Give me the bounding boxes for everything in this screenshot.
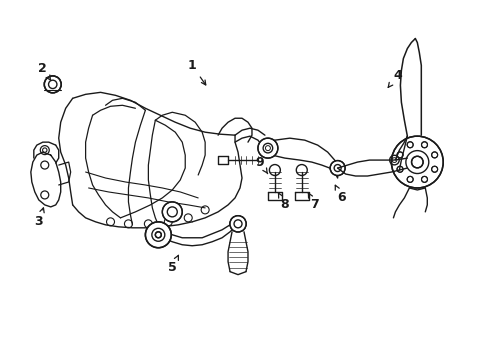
Circle shape xyxy=(407,142,412,148)
Circle shape xyxy=(431,152,437,158)
Circle shape xyxy=(44,76,61,93)
Circle shape xyxy=(258,138,277,158)
Circle shape xyxy=(390,136,442,188)
Circle shape xyxy=(421,142,427,148)
Circle shape xyxy=(155,232,161,238)
Text: 4: 4 xyxy=(387,69,401,87)
Text: 1: 1 xyxy=(187,59,205,85)
Text: 9: 9 xyxy=(255,156,267,174)
Text: 6: 6 xyxy=(335,185,345,204)
Circle shape xyxy=(145,222,171,248)
Circle shape xyxy=(265,146,270,150)
Circle shape xyxy=(396,166,402,172)
Text: 2: 2 xyxy=(39,62,51,80)
Circle shape xyxy=(162,202,182,222)
Circle shape xyxy=(407,176,412,183)
Text: 7: 7 xyxy=(307,193,319,211)
Circle shape xyxy=(229,216,245,232)
Text: 8: 8 xyxy=(278,193,288,211)
Circle shape xyxy=(431,166,437,172)
Text: 5: 5 xyxy=(167,255,178,274)
Circle shape xyxy=(421,176,427,183)
Text: 3: 3 xyxy=(35,208,44,228)
Circle shape xyxy=(396,152,402,158)
Circle shape xyxy=(411,156,422,168)
Circle shape xyxy=(329,161,345,176)
